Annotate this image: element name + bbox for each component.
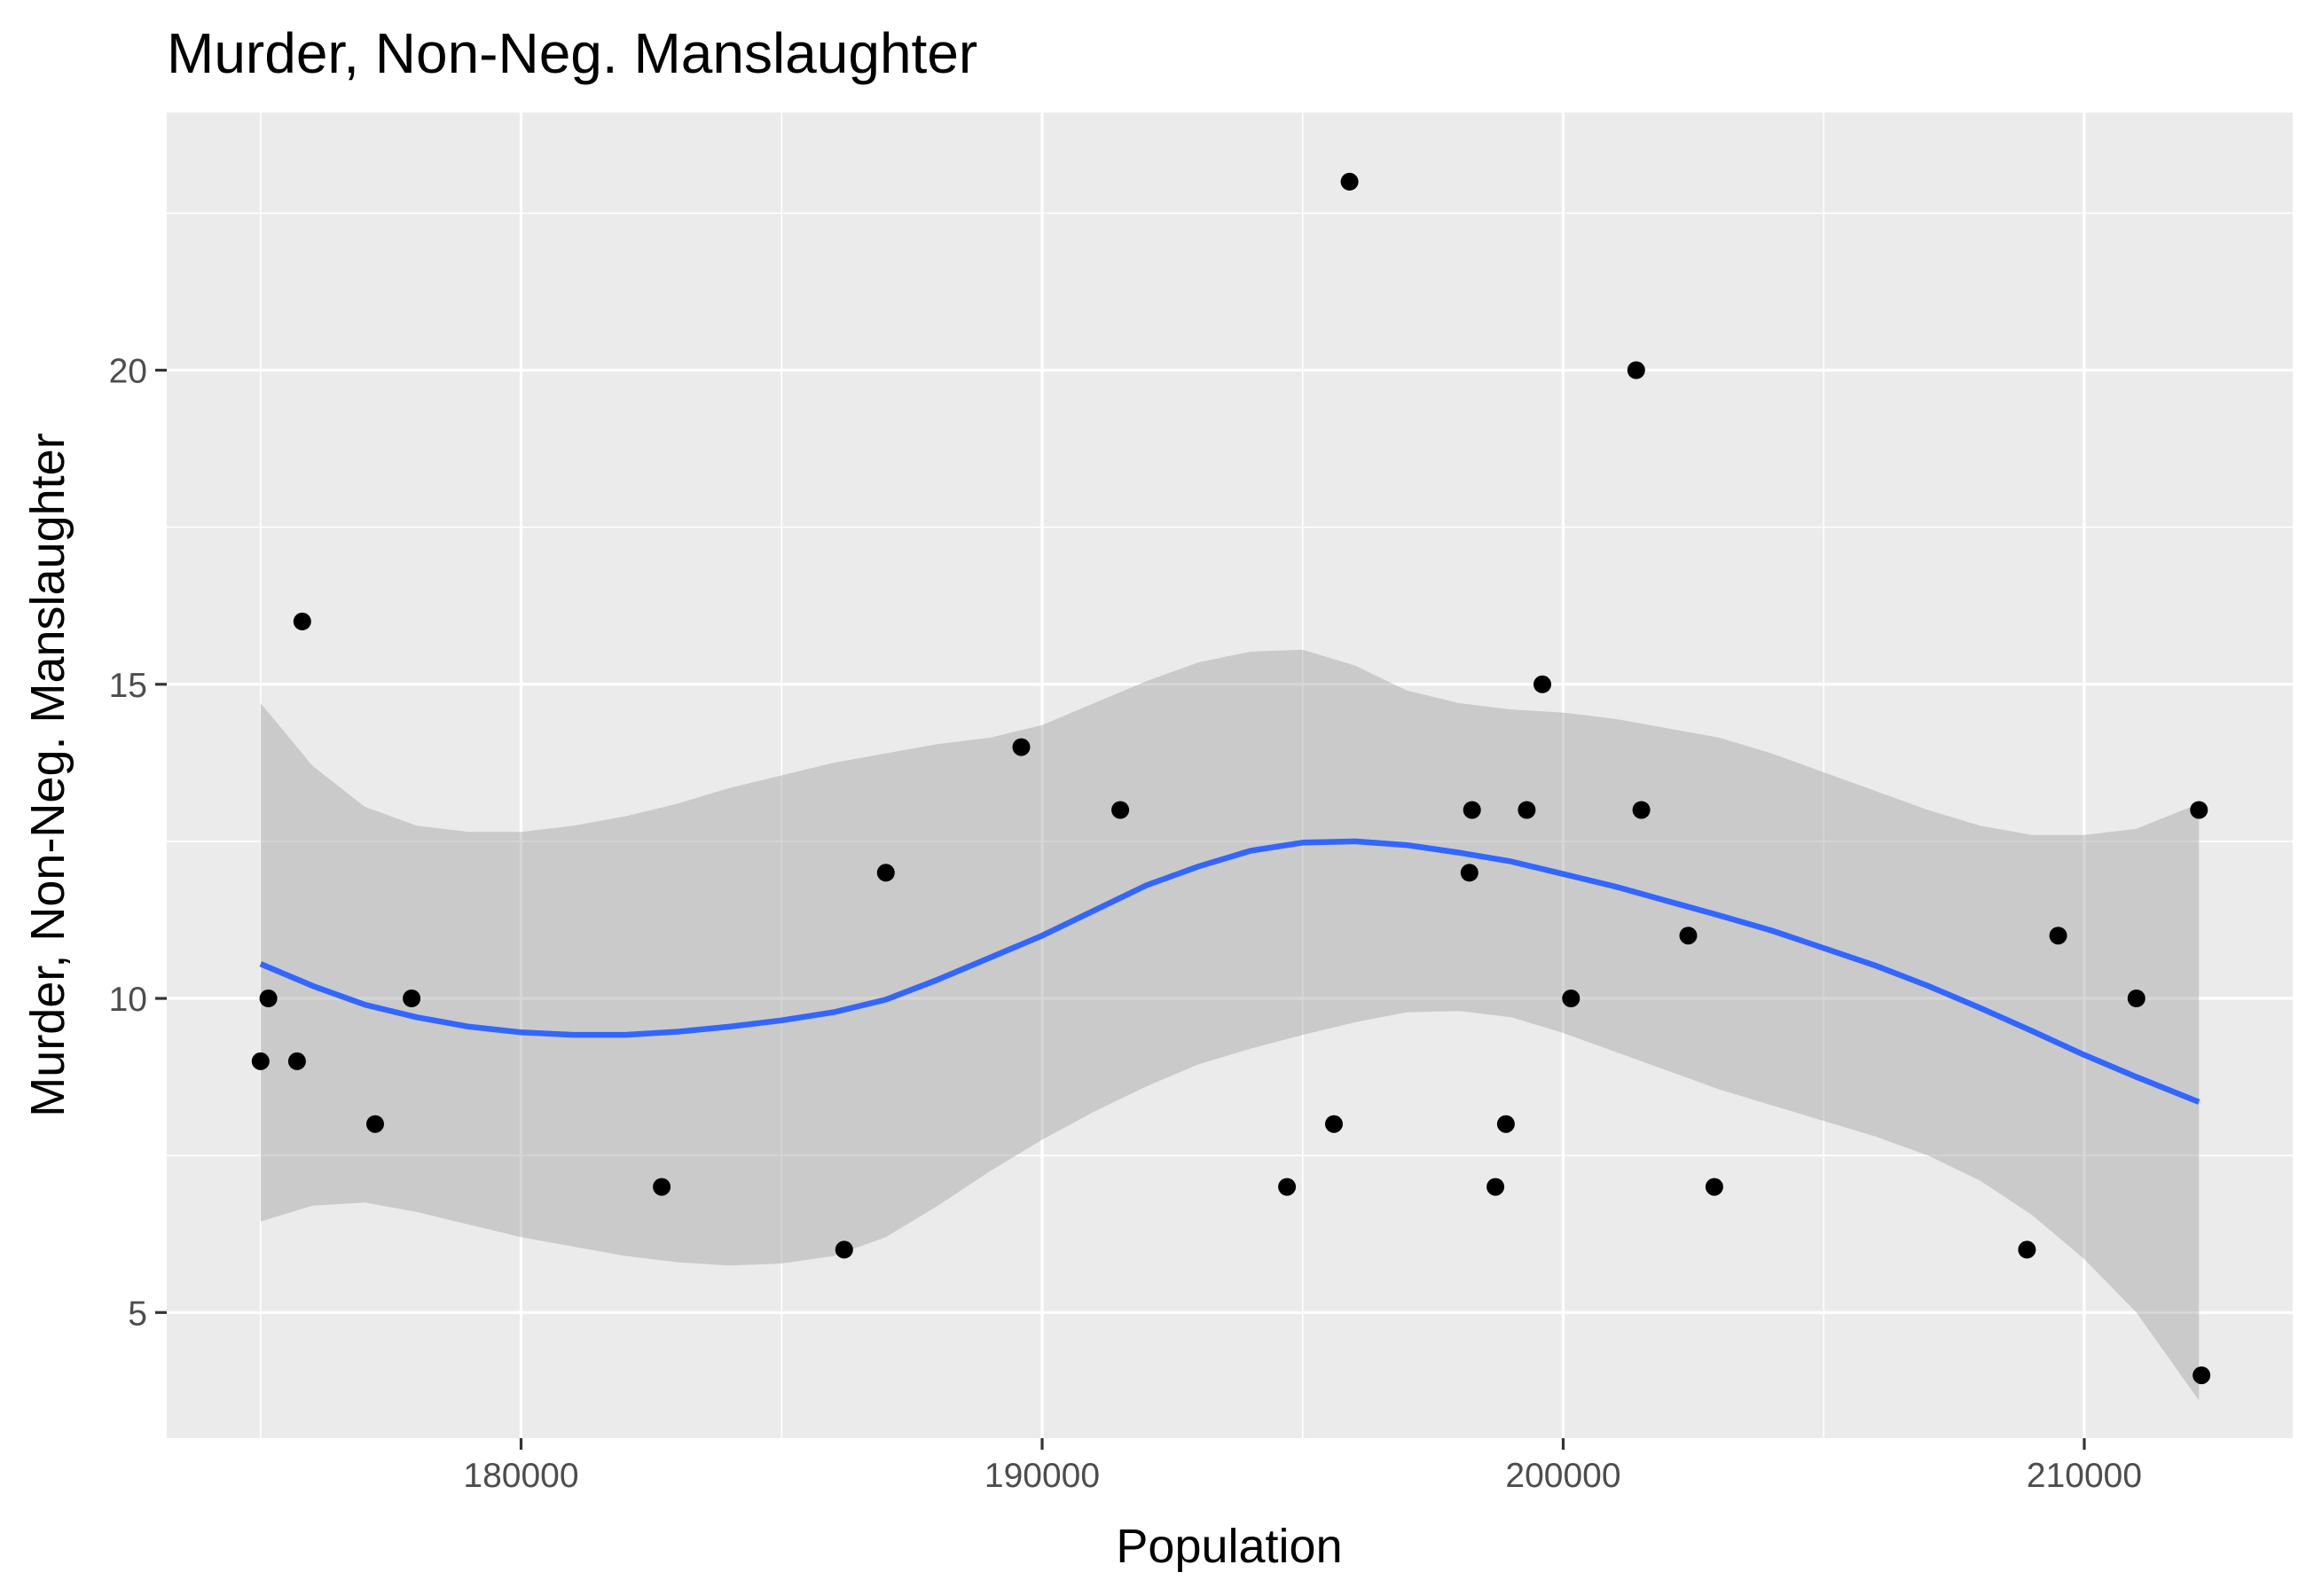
data-point xyxy=(403,990,421,1007)
data-point xyxy=(835,1240,853,1259)
x-tick-label: 200000 xyxy=(1505,1457,1620,1495)
x-tick-label: 180000 xyxy=(463,1457,578,1495)
data-point xyxy=(1679,927,1698,945)
data-point xyxy=(1340,172,1359,191)
data-point xyxy=(251,1052,270,1070)
data-point xyxy=(287,1052,306,1070)
major-gridlines xyxy=(167,113,2293,1438)
y-tick-label: 15 xyxy=(109,667,147,705)
data-point xyxy=(1325,1115,1343,1133)
x-tick-label: 190000 xyxy=(984,1457,1100,1495)
chart-title: Murder, Non-Neg. Manslaughter xyxy=(167,21,977,85)
data-point xyxy=(1012,738,1031,756)
data-point xyxy=(2127,990,2145,1007)
data-points xyxy=(251,172,2211,1385)
y-tick-label: 10 xyxy=(109,981,147,1019)
data-point xyxy=(2190,801,2208,819)
y-axis-title: Murder, Non-Neg. Manslaughter xyxy=(21,433,75,1116)
data-point xyxy=(1486,1177,1505,1196)
data-point xyxy=(1632,801,1651,819)
data-point xyxy=(1705,1177,1723,1196)
data-point xyxy=(1111,801,1130,819)
y-axis: 5 10 15 20 xyxy=(109,352,167,1333)
data-point xyxy=(1463,801,1481,819)
data-point xyxy=(876,864,895,882)
data-point xyxy=(366,1115,384,1133)
data-point xyxy=(1518,801,1536,819)
data-point xyxy=(2192,1366,2211,1385)
data-point xyxy=(1460,864,1479,882)
y-tick-label: 20 xyxy=(109,352,147,390)
y-tick-label: 5 xyxy=(128,1295,147,1333)
data-point xyxy=(1278,1177,1297,1196)
smooth-line-layer xyxy=(259,838,2200,1105)
data-point xyxy=(1533,675,1551,693)
confidence-band-layer xyxy=(260,649,2200,1401)
data-point xyxy=(1627,361,1645,379)
data-point xyxy=(1562,990,1580,1007)
x-axis-title: Population xyxy=(1116,1520,1342,1573)
x-tick-label: 210000 xyxy=(2027,1457,2142,1495)
data-point xyxy=(2049,927,2067,945)
data-point xyxy=(1496,1115,1515,1133)
smooth-line xyxy=(259,838,2200,1105)
data-point xyxy=(2018,1240,2036,1259)
data-point xyxy=(653,1177,671,1196)
confidence-band xyxy=(260,649,2200,1401)
x-axis: 180000 190000 200000 210000 xyxy=(463,1438,2142,1495)
data-point xyxy=(259,990,278,1007)
data-point xyxy=(293,612,311,630)
